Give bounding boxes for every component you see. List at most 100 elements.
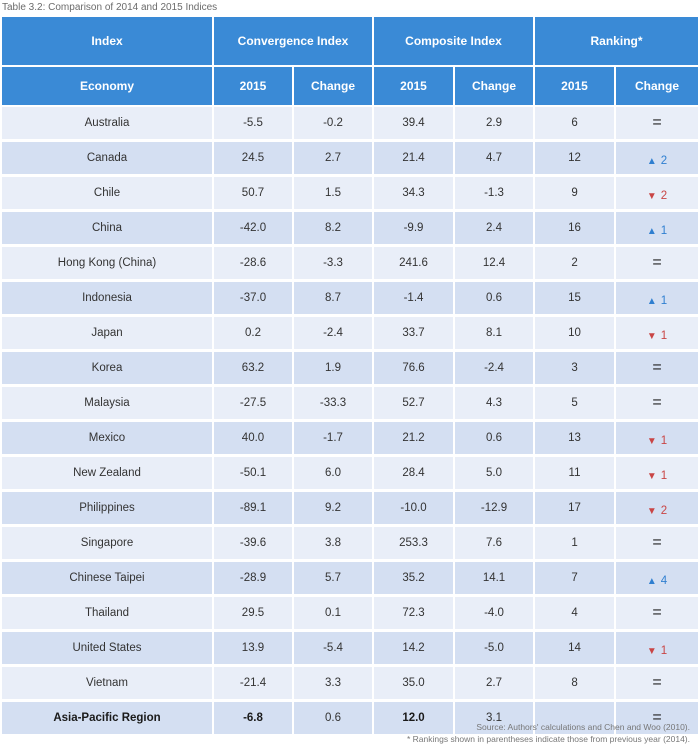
table-row: Japan 0.2 -2.4 33.7 8.1 10 ▼ 1 xyxy=(2,317,699,352)
comp-2015-cell: 253.3 xyxy=(374,527,456,562)
header-index: Index xyxy=(2,17,214,67)
rank-change-value: 1 xyxy=(660,470,668,482)
up-arrow-icon: ▲ xyxy=(646,576,657,587)
down-arrow-icon: ▼ xyxy=(646,646,657,657)
conv-2015-cell: 50.7 xyxy=(214,177,294,212)
conv-change-cell: 1.5 xyxy=(294,177,375,212)
table-row: China -42.0 8.2 -9.9 2.4 16 ▲ 1 xyxy=(2,212,699,247)
economy-cell: Asia-Pacific Region xyxy=(2,702,214,737)
comp-2015-cell: 14.2 xyxy=(374,632,456,667)
rank-change-value: 2 xyxy=(660,505,668,517)
table-caption: Table 3.2: Comparison of 2014 and 2015 I… xyxy=(2,2,218,13)
rank-change-cell: ▼ 2 xyxy=(616,177,699,212)
no-change-icon: = xyxy=(652,709,662,726)
table-row: Chinese Taipei -28.9 5.7 35.2 14.1 7 ▲ 4 xyxy=(2,562,699,597)
comp-change-cell: 12.4 xyxy=(455,247,536,282)
comp-2015-cell: -1.4 xyxy=(374,282,456,317)
rank-change-cell: = xyxy=(616,597,699,632)
conv-2015-cell: -21.4 xyxy=(214,667,294,702)
rank-2015-cell: 17 xyxy=(535,492,617,527)
economy-cell: Philippines xyxy=(2,492,214,527)
table-body: Australia -5.5 -0.2 39.4 2.9 6 = Canada 24.5 2.7 2… xyxy=(2,107,699,737)
rank-change-cell: = xyxy=(616,107,699,142)
conv-change-cell: -2.4 xyxy=(294,317,375,352)
table-row: Mexico 40.0 -1.7 21.2 0.6 13 ▼ 1 xyxy=(2,422,699,457)
rank-change-cell: = xyxy=(616,527,699,562)
conv-2015-cell: 40.0 xyxy=(214,422,294,457)
comp-2015-cell: 76.6 xyxy=(374,352,456,387)
no-change-icon: = xyxy=(652,534,662,551)
rank-change-value: 4 xyxy=(660,575,668,587)
comp-2015-cell: 33.7 xyxy=(374,317,456,352)
up-arrow-icon: ▲ xyxy=(646,226,657,237)
conv-2015-cell: 29.5 xyxy=(214,597,294,632)
comp-2015-cell: -9.9 xyxy=(374,212,456,247)
down-arrow-icon: ▼ xyxy=(646,506,657,517)
comp-change-cell: 2.9 xyxy=(455,107,536,142)
comp-change-cell: -1.3 xyxy=(455,177,536,212)
table-row: Korea 63.2 1.9 76.6 -2.4 3 = xyxy=(2,352,699,387)
down-arrow-icon: ▼ xyxy=(646,471,657,482)
rank-shift: ▼ 2 xyxy=(647,184,667,202)
header-ranking: Ranking* xyxy=(535,17,699,67)
comp-2015-cell: 21.2 xyxy=(374,422,456,457)
comp-change-cell: 0.6 xyxy=(455,422,536,457)
economy-cell: New Zealand xyxy=(2,457,214,492)
rank-change-value: 2 xyxy=(660,155,668,167)
conv-change-cell: -0.2 xyxy=(294,107,375,142)
header-rank-2015: 2015 xyxy=(535,67,617,107)
rank-2015-cell: 15 xyxy=(535,282,617,317)
indices-table: Index Convergence Index Composite Index … xyxy=(2,17,699,737)
header-group-row: Index Convergence Index Composite Index … xyxy=(2,17,699,67)
table-row: Philippines -89.1 9.2 -10.0 -12.9 17 ▼ 2 xyxy=(2,492,699,527)
rank-change-cell: ▼ 1 xyxy=(616,422,699,457)
rank-change-value: 1 xyxy=(660,645,668,657)
rank-2015-cell: 12 xyxy=(535,142,617,177)
rank-shift: ▲ 1 xyxy=(647,289,667,307)
conv-change-cell: 5.7 xyxy=(294,562,375,597)
comp-2015-cell: 35.2 xyxy=(374,562,456,597)
rank-2015-cell: 5 xyxy=(535,387,617,422)
economy-cell: Singapore xyxy=(2,527,214,562)
conv-2015-cell: -5.5 xyxy=(214,107,294,142)
rank-2015-cell: 11 xyxy=(535,457,617,492)
rank-change-value: 1 xyxy=(660,330,668,342)
economy-cell: Hong Kong (China) xyxy=(2,247,214,282)
down-arrow-icon: ▼ xyxy=(646,331,657,342)
sub-header-row: Economy 2015 Change 2015 Change 2015 Cha… xyxy=(2,67,699,107)
comp-change-cell: 2.7 xyxy=(455,667,536,702)
comp-change-cell: 4.3 xyxy=(455,387,536,422)
economy-cell: China xyxy=(2,212,214,247)
table-row: Canada 24.5 2.7 21.4 4.7 12 ▲ 2 xyxy=(2,142,699,177)
table-notes: Source: Authors' calculations and Chen a… xyxy=(407,721,690,745)
rank-change-value: 2 xyxy=(660,190,668,202)
header-comp-change: Change xyxy=(455,67,536,107)
economy-cell: Japan xyxy=(2,317,214,352)
rank-shift: ▲ 2 xyxy=(647,149,667,167)
comp-change-cell: -12.9 xyxy=(455,492,536,527)
conv-change-cell: 0.1 xyxy=(294,597,375,632)
comp-2015-cell: 72.3 xyxy=(374,597,456,632)
rank-change-cell: ▲ 2 xyxy=(616,142,699,177)
rank-2015-cell: 7 xyxy=(535,562,617,597)
economy-cell: Malaysia xyxy=(2,387,214,422)
rank-change-cell: = xyxy=(616,702,699,737)
comp-2015-cell: 241.6 xyxy=(374,247,456,282)
rank-2015-cell: 6 xyxy=(535,107,617,142)
table-row: New Zealand -50.1 6.0 28.4 5.0 11 ▼ 1 xyxy=(2,457,699,492)
comp-2015-cell: 12.0 xyxy=(374,702,456,737)
ranking-footnote: * Rankings shown in parentheses indicate… xyxy=(406,734,690,744)
no-change-icon: = xyxy=(652,114,662,131)
rank-change-cell: = xyxy=(616,352,699,387)
comp-change-cell: -2.4 xyxy=(455,352,536,387)
comp-change-cell: 7.6 xyxy=(455,527,536,562)
conv-change-cell: 6.0 xyxy=(294,457,375,492)
rank-change-cell: = xyxy=(616,247,699,282)
conv-change-cell: 3.3 xyxy=(294,667,375,702)
rank-2015-cell: 2 xyxy=(535,247,617,282)
comp-2015-cell: 35.0 xyxy=(374,667,456,702)
rank-change-value: 1 xyxy=(660,295,668,307)
rank-change-value: 1 xyxy=(660,435,668,447)
table-row: Indonesia -37.0 8.7 -1.4 0.6 15 ▲ 1 xyxy=(2,282,699,317)
conv-2015-cell: -6.8 xyxy=(214,702,294,737)
